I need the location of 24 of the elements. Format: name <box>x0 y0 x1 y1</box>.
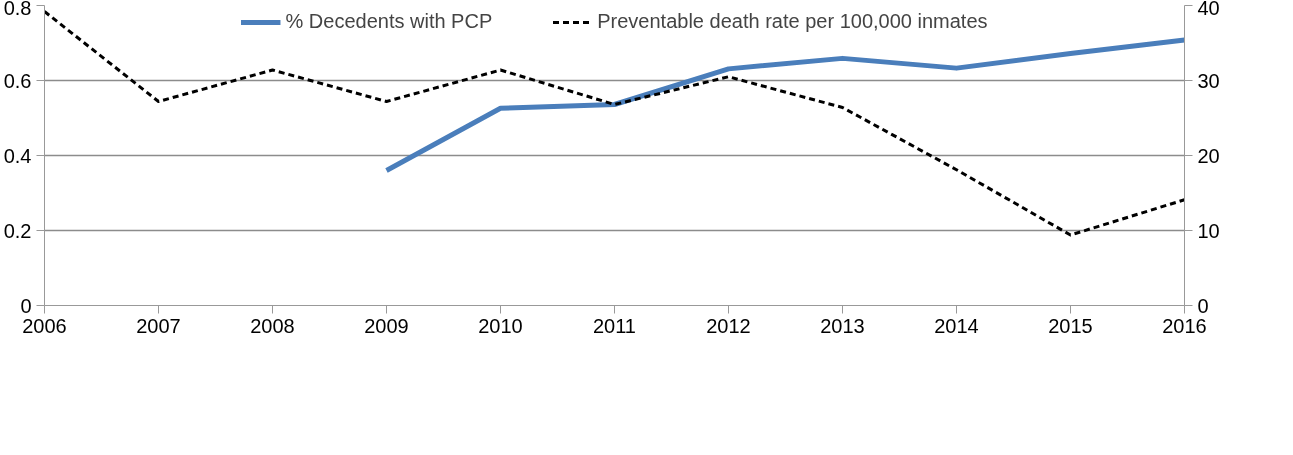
y-tick-label: 0.8 <box>3 0 32 19</box>
x-tick-label: 2011 <box>593 314 637 337</box>
x-tick-label: 2009 <box>364 314 409 337</box>
x-tick-label: 2016 <box>1162 314 1207 337</box>
x-tick-label: 2008 <box>250 314 295 337</box>
legend-label: Preventable death rate per 100,000 inmates <box>597 10 988 33</box>
y2-tick-label: 30 <box>1197 69 1220 92</box>
line-series <box>44 10 1185 237</box>
x-tick-label: 2014 <box>934 314 979 337</box>
x-tick-label: 2013 <box>820 314 865 337</box>
y2-tick-label: 40 <box>1197 0 1220 19</box>
x-tick-label: 2015 <box>1048 314 1093 337</box>
y-tick-label: 0.2 <box>3 219 32 242</box>
y-tick-label: 0.6 <box>3 69 32 92</box>
x-tick-label: 2006 <box>22 314 67 337</box>
legend-label: % Decedents with PCP <box>285 10 493 33</box>
y2-tick-label: 10 <box>1197 219 1220 242</box>
y-tick-label: 0.4 <box>3 144 32 167</box>
y2-tick-label: 0 <box>1197 294 1209 317</box>
x-tick-label: 2012 <box>706 314 751 337</box>
x-tick-label: 2010 <box>478 314 523 337</box>
y-tick-label: 0 <box>20 294 32 317</box>
x-tick-label: 2007 <box>136 314 181 337</box>
y2-tick-label: 20 <box>1197 144 1220 167</box>
